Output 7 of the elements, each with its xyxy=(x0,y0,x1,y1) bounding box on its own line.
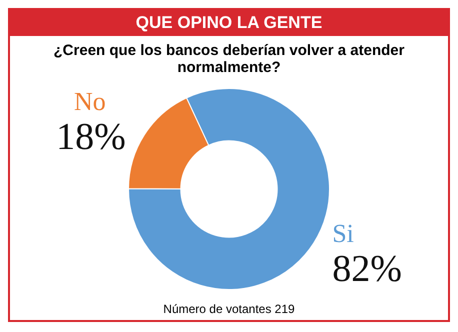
data-label: 82% xyxy=(332,248,402,290)
chart-subtitle: ¿Creen que los bancos deberían volver a atender normalmente? xyxy=(52,41,406,76)
chart-title: QUE OPINO LA GENTE xyxy=(10,10,448,36)
text: Número de votantes 219 xyxy=(162,302,296,318)
slice-label: Si xyxy=(332,218,354,248)
slice-label: No xyxy=(74,86,106,116)
data-label: 18% xyxy=(56,116,126,158)
